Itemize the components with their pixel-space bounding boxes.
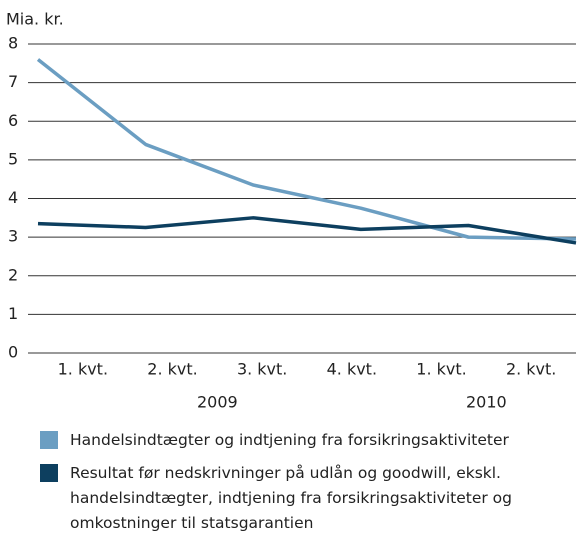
x-tick-label: 4. kvt. <box>327 360 377 379</box>
series-line <box>36 58 577 241</box>
y-tick-label: 2 <box>8 265 18 284</box>
x-tick-label: 3. kvt. <box>237 360 287 379</box>
y-axis-label: Mia. kr. <box>6 10 64 29</box>
legend-label: Handelsindtægter og indtjening fra forsi… <box>70 431 509 449</box>
x-tick-label: 2. kvt. <box>506 360 556 379</box>
legend-item: Resultat før nedskrivninger på udlån og … <box>40 461 570 536</box>
x-tick-label: 1. kvt. <box>58 360 108 379</box>
y-tick-label: 6 <box>8 111 18 130</box>
x-group-label: 2009 <box>197 393 238 412</box>
y-tick-label: 7 <box>8 72 18 91</box>
y-tick-label: 4 <box>8 188 18 207</box>
legend-label: Resultat før nedskrivninger på udlån og … <box>70 464 512 532</box>
legend: Handelsindtægter og indtjening fra forsi… <box>40 428 570 544</box>
series-line <box>37 216 577 245</box>
legend-swatch <box>40 464 58 482</box>
x-tick-label: 2. kvt. <box>147 360 197 379</box>
y-tick-label: 8 <box>8 34 18 53</box>
y-tick-label: 0 <box>8 343 18 362</box>
legend-item: Handelsindtægter og indtjening fra forsi… <box>40 428 570 453</box>
y-tick-label: 1 <box>8 304 18 323</box>
chart: Mia. kr. 0 1 2 3 4 5 6 7 8 1. kvt. 2. kvt. 3. kvt. 4… <box>6 10 577 412</box>
y-tick-label: 5 <box>8 149 18 168</box>
y-tick-label: 3 <box>8 227 18 246</box>
x-tick-label: 1. kvt. <box>416 360 466 379</box>
x-group-label: 2010 <box>466 393 507 412</box>
legend-swatch <box>40 431 58 449</box>
